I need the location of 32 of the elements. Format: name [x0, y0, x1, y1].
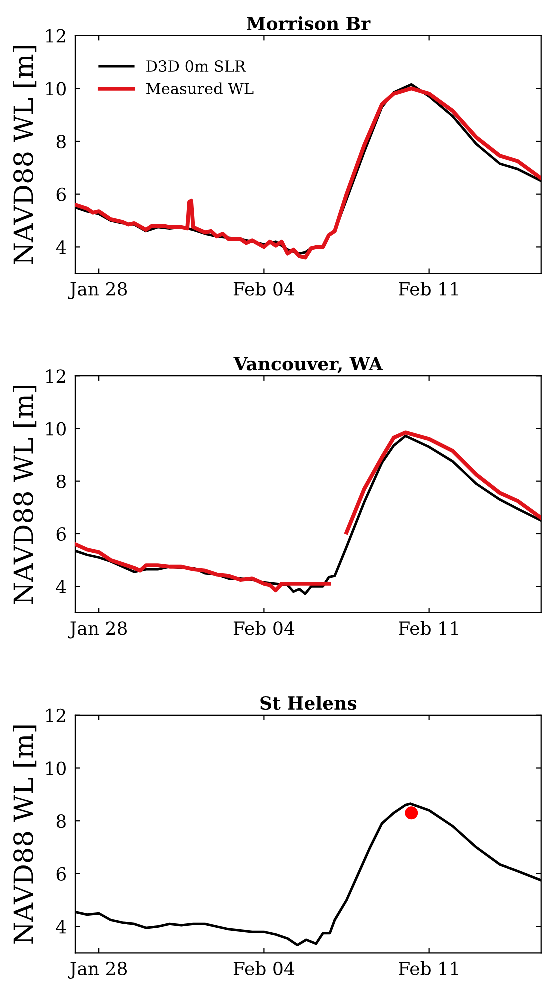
x-tick-label: Feb 11 [399, 282, 458, 296]
y-tick-label: 6 [56, 527, 66, 542]
x-tick-label: Feb 04 [234, 621, 295, 636]
y-tick-label: 4 [56, 240, 66, 254]
chart-title: Vancouver, WA [234, 357, 384, 374]
y-tick-label: 6 [56, 867, 66, 882]
chart-title: St Helens [260, 696, 357, 710]
y-tick-label: 10 [46, 82, 66, 96]
y-tick-label: 12 [46, 370, 66, 383]
legend-label: D3D 0m SLR [146, 60, 246, 72]
y-axis-title: NAVD88 WL [m] [13, 726, 37, 944]
y-tick-label: 10 [46, 762, 66, 776]
y-tick-label: 4 [56, 580, 66, 594]
y-tick-label: 12 [46, 708, 66, 722]
y-tick-label: 8 [56, 134, 66, 149]
y-tick-label: 8 [56, 814, 66, 828]
x-tick-label: Feb 04 [234, 962, 295, 976]
x-tick-label: Jan 28 [68, 622, 128, 639]
y-axis-title: NAVD88 WL [m] [13, 46, 37, 264]
x-tick-label: Jan 28 [68, 282, 128, 300]
y-tick-label: 6 [56, 188, 66, 202]
x-tick-label: Feb 11 [399, 962, 458, 976]
x-tick-label: Feb 11 [399, 621, 458, 636]
x-tick-label: Feb 04 [234, 282, 295, 296]
y-tick-label: 8 [56, 474, 66, 488]
chart-title: Morrison Br [247, 16, 371, 31]
legend-label: Measured WL [146, 82, 254, 95]
y-tick-label: 4 [56, 920, 66, 934]
y-tick-label: 12 [46, 29, 66, 43]
x-tick-label: Jan 28 [68, 962, 128, 980]
y-axis-title: NAVD88 WL [m] [13, 386, 37, 604]
y-tick-label: 10 [46, 422, 66, 436]
